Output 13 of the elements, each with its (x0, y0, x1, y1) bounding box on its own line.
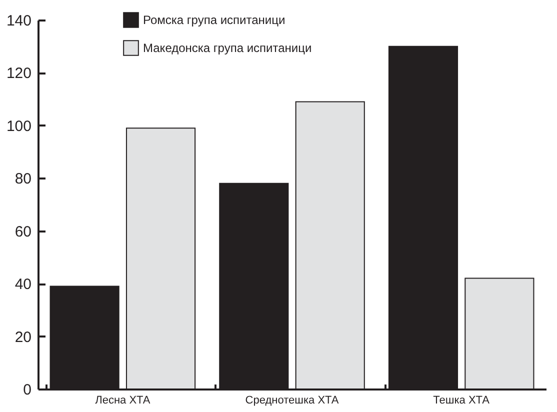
y-tick-label: 100 (6, 118, 32, 135)
legend-label: Македонска група испитаници (143, 41, 312, 55)
y-tick-label: 0 (23, 382, 32, 398)
y-tick-label: 80 (14, 170, 32, 188)
y-tick-label: 60 (14, 223, 32, 240)
y-tick-label: 40 (14, 276, 32, 294)
y-tick-label: 140 (6, 12, 32, 30)
legend-label: Ромска група испитаници (143, 13, 286, 27)
x-tick-label: Среднотешка ХТА (245, 394, 340, 406)
x-tick-label: Тешка ХТА (433, 394, 490, 406)
y-tick-label: 20 (14, 328, 32, 346)
y-tick-label: 120 (6, 65, 32, 82)
x-tick-label: Лесна ХТА (95, 394, 151, 406)
